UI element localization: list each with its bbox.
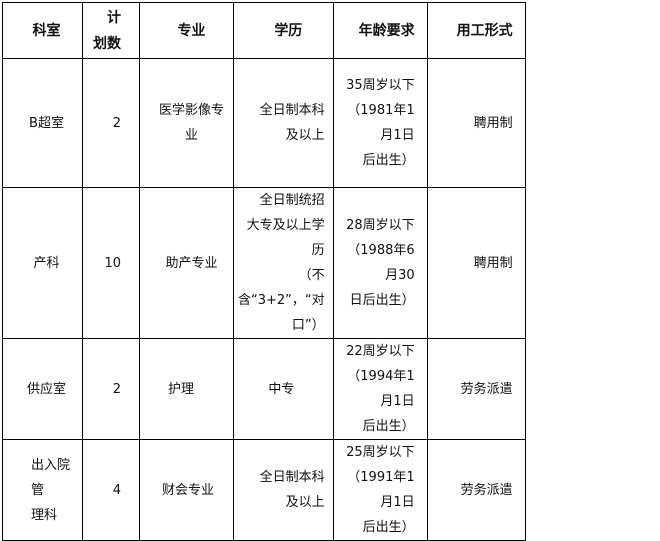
cell-dept: 供应室 — [2, 338, 83, 440]
header-dept: 科室 — [2, 2, 83, 59]
cell-major: 护理 — [139, 338, 234, 440]
cell-age: 35周岁以下 （1981年1月1日 后出生） — [332, 58, 428, 188]
header-employment-type: 用工形式 — [426, 2, 526, 59]
cell-count: 4 — [82, 439, 140, 541]
header-count: 计 划数 — [82, 2, 140, 59]
table-row: B超室 2 医学影像专 业 全日制本科 及以上 35周岁以下 （1981年1月1… — [2, 58, 526, 188]
table-row: 供应室 2 护理 中专 22周岁以下 （1994年1月1日 后出生） 劳务派遣 — [2, 338, 526, 440]
table-row: 产科 10 助产专业 全日制统招 大专及以上学历 （不 含“3+2”，“对 口”… — [2, 187, 526, 339]
cell-count: 2 — [82, 58, 140, 188]
cell-dept: B超室 — [2, 58, 83, 188]
cell-major: 医学影像专 业 — [139, 58, 234, 188]
cell-education: 全日制本科 及以上 — [233, 439, 334, 541]
header-row: 科室 计 划数 专业 学历 年龄要求 用工形式 — [2, 2, 526, 59]
cell-employment-type: 劳务派遣 — [426, 338, 526, 440]
cell-dept: 产科 — [2, 187, 83, 339]
cell-education: 全日制统招 大专及以上学历 （不 含“3+2”，“对 口”） — [233, 187, 334, 339]
table-row: 出入院管 理科 4 财会专业 全日制本科 及以上 25周岁以下 （1991年1月… — [2, 439, 526, 541]
header-major: 专业 — [139, 2, 234, 59]
cell-count: 2 — [82, 338, 140, 440]
cell-dept: 出入院管 理科 — [2, 439, 83, 541]
cell-employment-type: 聘用制 — [426, 187, 526, 339]
recruitment-table: 科室 计 划数 专业 学历 年龄要求 用工形式 B超室 2 医学影像专 业 全日… — [2, 2, 526, 541]
cell-major: 财会专业 — [139, 439, 234, 541]
cell-age: 25周岁以下 （1991年1月1日 后出生） — [332, 439, 428, 541]
cell-employment-type: 聘用制 — [426, 58, 526, 188]
cell-major: 助产专业 — [139, 187, 234, 339]
cell-education: 全日制本科 及以上 — [233, 58, 334, 188]
cell-employment-type: 劳务派遣 — [426, 439, 526, 541]
cell-age: 22周岁以下 （1994年1月1日 后出生） — [332, 338, 428, 440]
cell-education: 中专 — [233, 338, 334, 440]
cell-age: 28周岁以下 （1988年6月30 日后出生） — [332, 187, 428, 339]
header-age: 年龄要求 — [332, 2, 428, 59]
header-education: 学历 — [233, 2, 334, 59]
cell-count: 10 — [82, 187, 140, 339]
